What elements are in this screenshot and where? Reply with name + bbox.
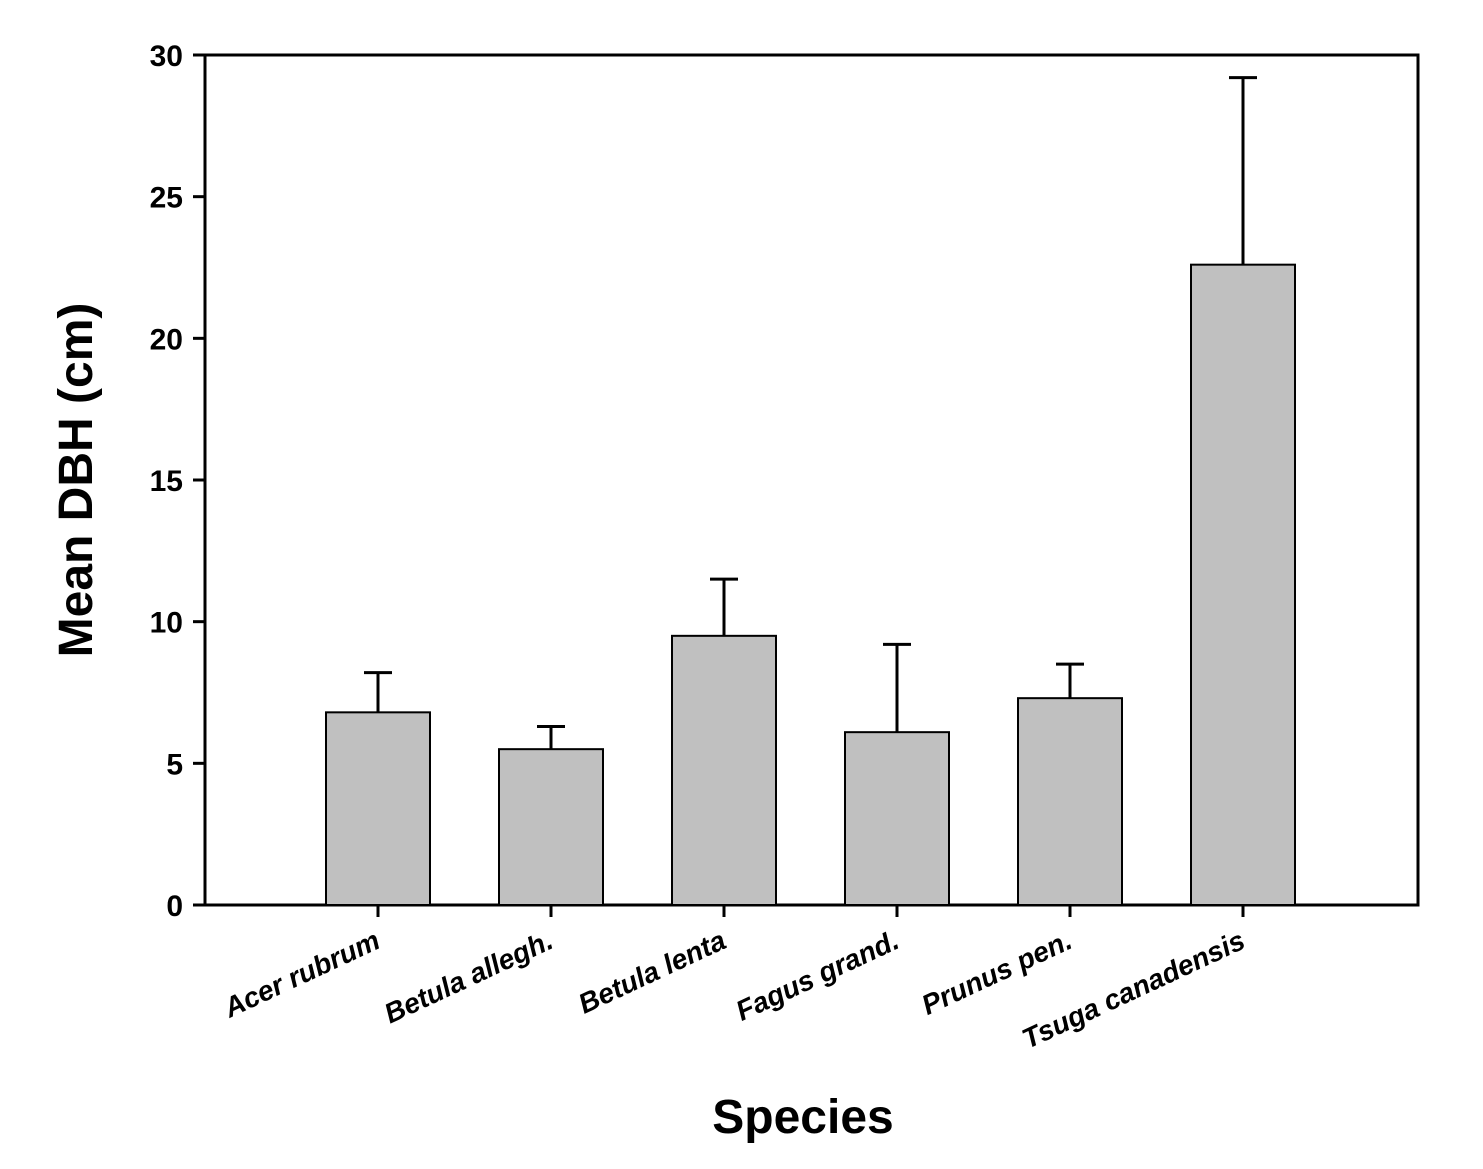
x-tick-label: Acer rubrum [218,924,384,1024]
bar-4 [1017,697,1123,907]
x-tick-label: Betula lenta [574,924,731,1019]
x-axis-title: Species [712,1091,893,1144]
x-tick-label: Prunus pen. [917,924,1077,1020]
bar-5 [1190,263,1296,906]
bar-2 [671,634,777,906]
y-tick-label: 10 [150,607,183,640]
x-tick-label: Fagus grand. [731,924,903,1026]
bar-3 [844,731,950,907]
y-tick-label: 30 [150,40,183,73]
y-tick-label: 15 [150,465,183,498]
y-tick-label: 5 [166,748,183,781]
bar-1 [498,748,604,907]
x-tick-label: Betula allegh. [379,924,557,1029]
bars-group [325,263,1296,907]
y-tick-label: 0 [166,890,183,923]
y-axis-title: Mean DBH (cm) [50,303,103,658]
y-tick-label: 20 [150,323,183,356]
error-bars-group [364,76,1257,750]
y-tick-label: 25 [150,182,183,215]
y-axis-ticks: 0 5 10 15 20 25 30 [150,40,205,923]
bar-0 [325,711,431,906]
